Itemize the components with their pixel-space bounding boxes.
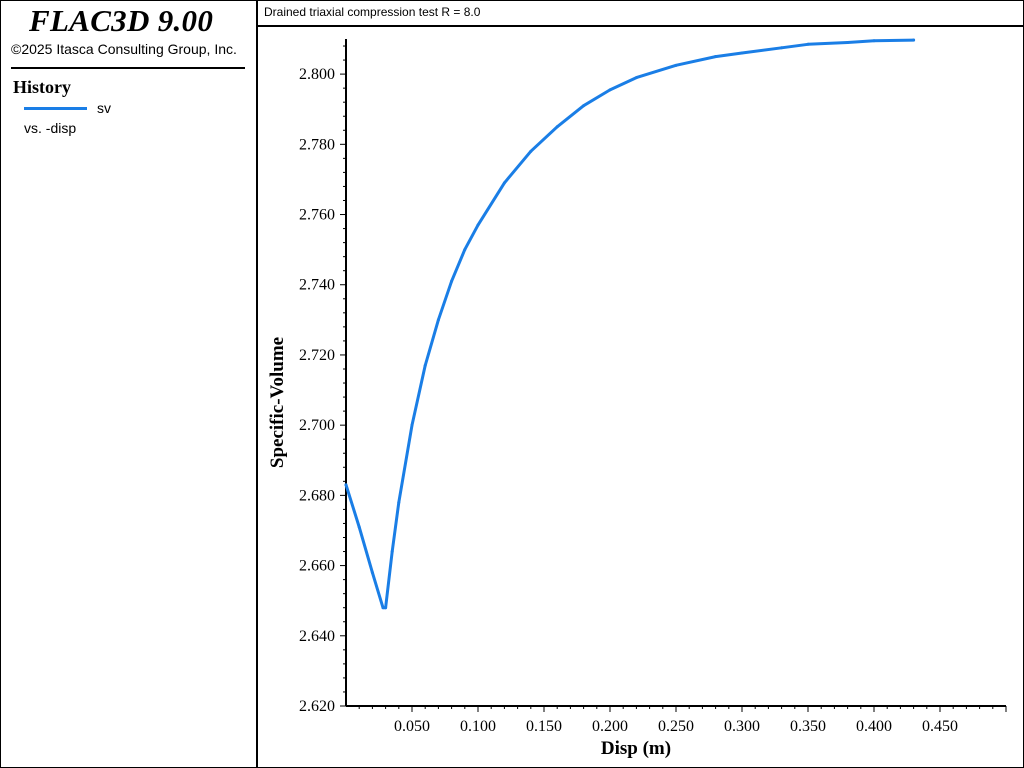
- data-point: [872, 39, 876, 43]
- data-point: [463, 248, 467, 252]
- y-tick-label: 2.760: [299, 207, 335, 224]
- data-point: [529, 149, 533, 153]
- data-point: [634, 76, 638, 80]
- data-point: [370, 571, 374, 575]
- x-tick-label: 0.050: [394, 718, 430, 735]
- data-point: [390, 550, 394, 554]
- data-point: [410, 423, 414, 427]
- data-point: [357, 525, 361, 529]
- legend-panel: FLAC3D 9.00 ©2025 Itasca Consulting Grou…: [1, 1, 258, 767]
- data-point: [476, 223, 480, 227]
- data-point: [912, 38, 916, 42]
- y-tick-label: 2.660: [299, 558, 335, 575]
- data-point: [344, 483, 348, 487]
- data-point: [806, 42, 810, 46]
- y-tick-label: 2.680: [299, 487, 335, 504]
- x-tick-label: 0.350: [790, 718, 826, 735]
- legend-divider: [11, 67, 245, 69]
- legend-line-swatch: [24, 107, 87, 110]
- chart-title: Drained triaxial compression test R = 8.…: [264, 5, 481, 19]
- y-tick-label: 2.700: [299, 417, 335, 434]
- data-point: [397, 500, 401, 504]
- data-point: [381, 606, 385, 610]
- y-tick-label: 2.740: [299, 277, 335, 294]
- data-point: [582, 104, 586, 108]
- x-tick-label: 0.450: [922, 718, 958, 735]
- data-point: [674, 63, 678, 67]
- app-title: FLAC3D 9.00: [29, 3, 214, 38]
- data-point: [450, 279, 454, 283]
- data-point: [555, 125, 559, 129]
- x-tick-label: 0.400: [856, 718, 892, 735]
- y-tick-label: 2.640: [299, 628, 335, 645]
- data-point: [780, 46, 784, 50]
- y-tick-label: 2.780: [299, 136, 335, 153]
- data-point: [846, 41, 850, 45]
- legend-vs-label: vs. -disp: [24, 120, 77, 136]
- x-tick-label: 0.300: [724, 718, 760, 735]
- y-tick-label: 2.800: [299, 66, 335, 83]
- data-point: [436, 318, 440, 322]
- x-tick-label: 0.150: [526, 718, 562, 735]
- data-point: [384, 606, 388, 610]
- y-tick-label: 2.620: [299, 698, 335, 715]
- series-line-sv: [344, 38, 916, 610]
- y-axis-label: Specific-Volume: [267, 337, 288, 468]
- data-point: [423, 363, 427, 367]
- title-divider: [258, 25, 1023, 27]
- history-heading: History: [13, 77, 71, 97]
- x-tick-label: 0.250: [658, 718, 694, 735]
- data-point: [740, 51, 744, 55]
- x-axis-label: Disp (m): [601, 738, 671, 759]
- copyright-text: ©2025 Itasca Consulting Group, Inc.: [11, 41, 237, 57]
- y-tick-label: 2.720: [299, 347, 335, 364]
- data-point: [714, 55, 718, 59]
- legend-series-label: sv: [97, 100, 111, 116]
- data-point: [608, 88, 612, 92]
- x-tick-label: 0.200: [592, 718, 628, 735]
- chart-canvas: 2.620 2.640 2.660 2.680 2.700 2.720 2.740 2.760…: [267, 38, 1007, 759]
- data-point: [502, 181, 506, 185]
- x-tick-label: 0.100: [460, 718, 496, 735]
